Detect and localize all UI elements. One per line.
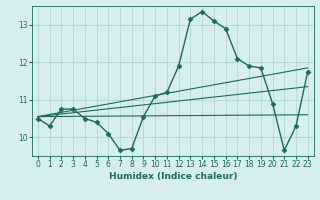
X-axis label: Humidex (Indice chaleur): Humidex (Indice chaleur) xyxy=(108,172,237,181)
